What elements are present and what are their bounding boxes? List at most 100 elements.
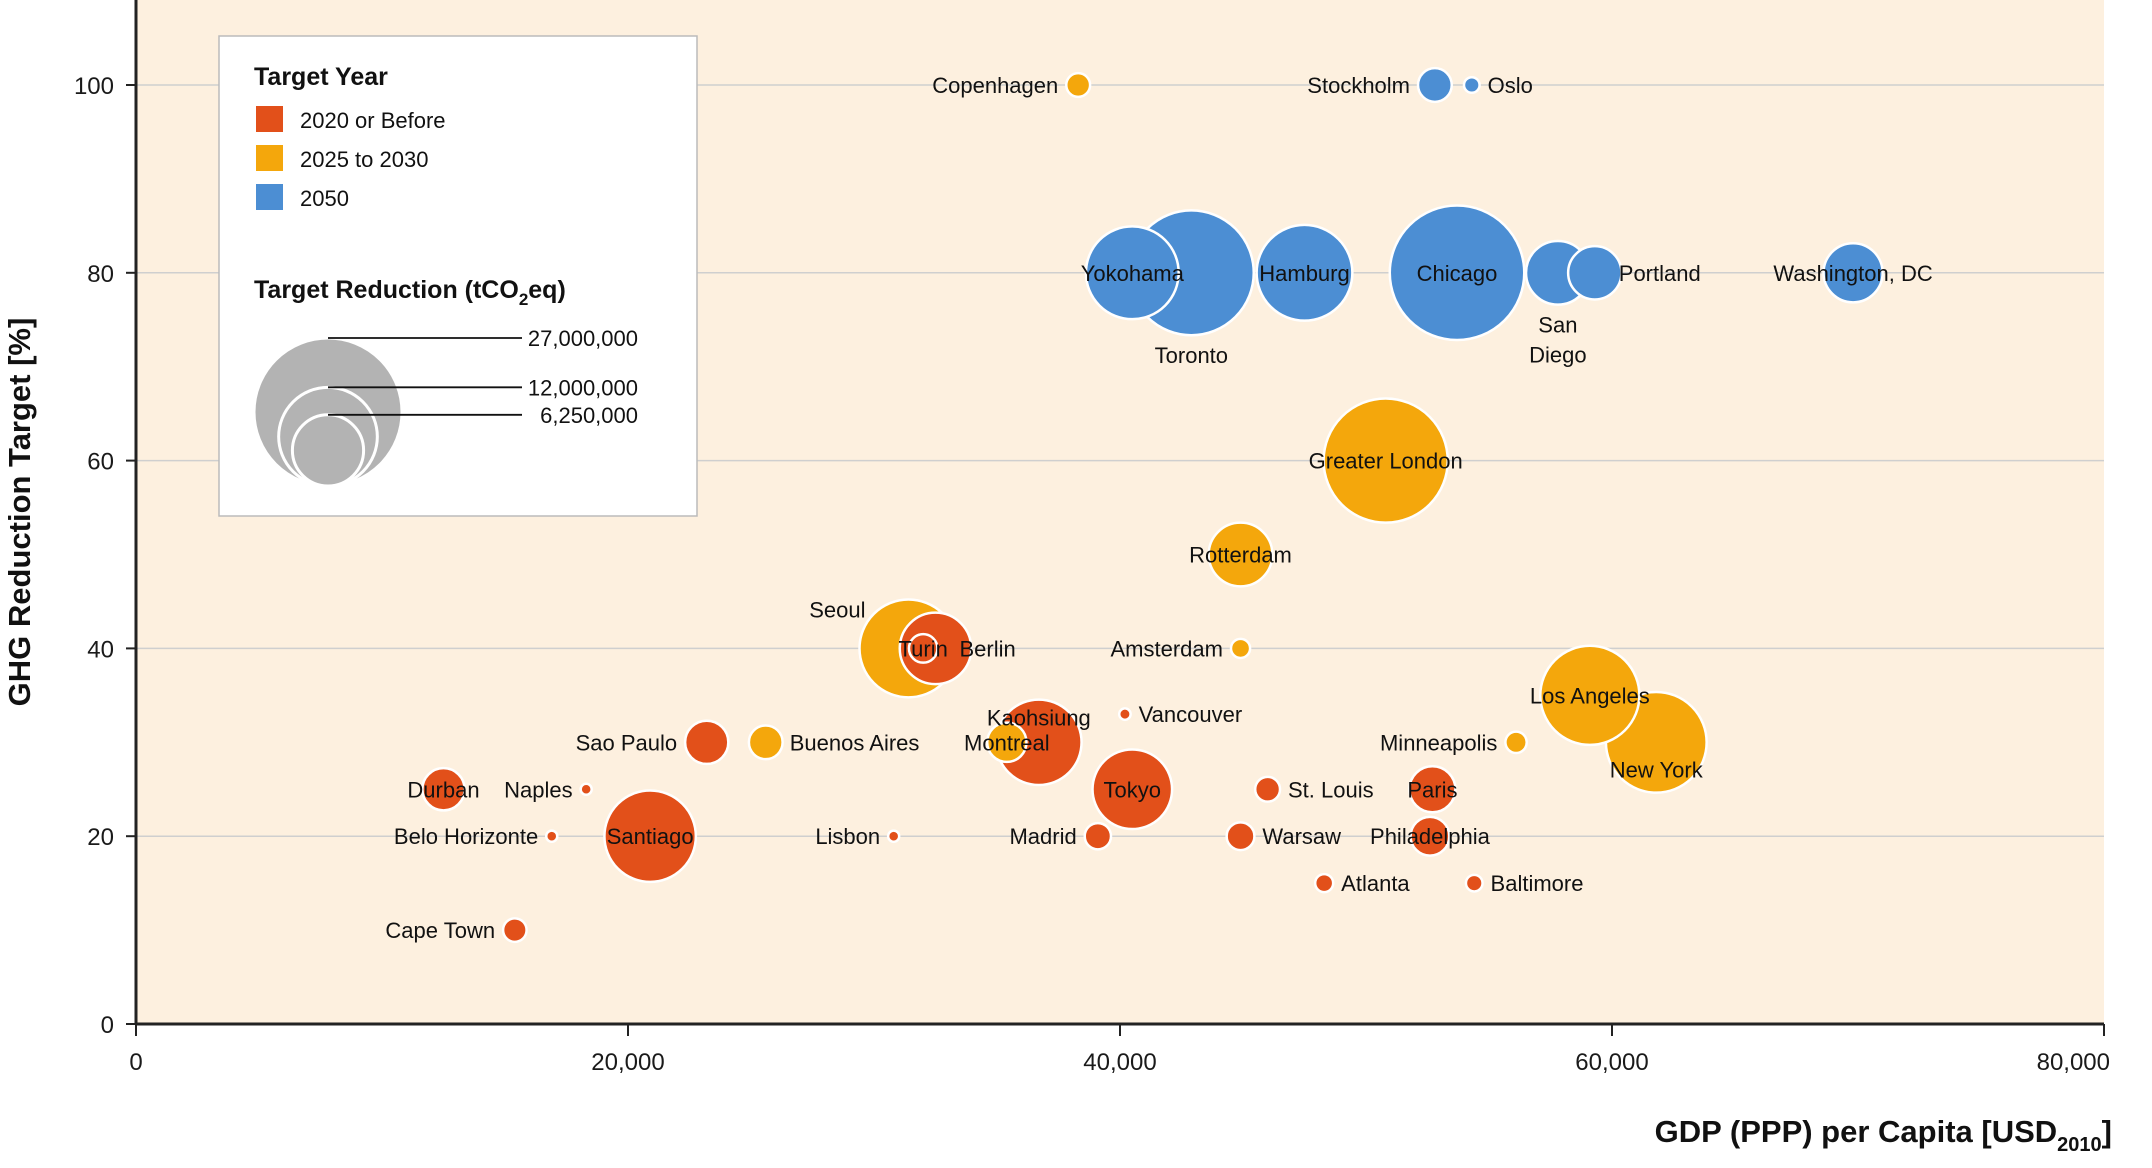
bubble-minneapolis [1504, 730, 1528, 755]
bubble-copenhagen [1065, 71, 1092, 99]
label-chicago: Chicago [1417, 261, 1498, 286]
label-vancouver: Vancouver [1139, 702, 1243, 727]
bubble-stockholm [1416, 66, 1453, 104]
label-copenhagen: Copenhagen [932, 73, 1058, 98]
bubble-buenos-aires [747, 724, 784, 761]
y-tick-label-40: 40 [87, 636, 114, 663]
legend-size-label-0: 27,000,000 [528, 326, 638, 351]
bubble-st-louis [1253, 775, 1282, 803]
label-warsaw: Warsaw [1262, 824, 1341, 849]
label-lisbon: Lisbon [815, 824, 880, 849]
bubble-greater-london [1322, 397, 1450, 524]
bubbles [421, 66, 1884, 944]
y-tick-label-20: 20 [87, 824, 114, 851]
x-tick-label-80000: 80,000 [2037, 1049, 2110, 1076]
legend-swatch-2020-or-before [256, 106, 283, 132]
bubble-naples [579, 782, 593, 797]
label-yokohama: Yokohama [1081, 261, 1185, 286]
bubble-sao-paulo [683, 719, 730, 766]
bubble-labels: Durban Naples Belo Horizonte Cape Town Santi… [385, 73, 1932, 943]
bubble-montreal [985, 721, 1028, 764]
label-buenos-aires: Buenos Aires [790, 730, 920, 755]
y-tick-label-60: 60 [87, 449, 114, 476]
legend-title: Target Year [254, 63, 388, 91]
label-madrid: Madrid [1009, 824, 1076, 849]
label-naples: Naples [504, 777, 572, 802]
label-paris: Paris [1407, 777, 1457, 802]
x-tick-label-20000: 20,000 [591, 1049, 664, 1076]
label-baltimore: Baltimore [1491, 871, 1584, 896]
legend-size-bubble-2 [290, 413, 366, 488]
bubble-tokyo [1091, 748, 1174, 831]
x-tick-label-0: 0 [129, 1049, 142, 1076]
legend-size-label-2: 6,250,000 [540, 403, 638, 428]
bubble-warsaw [1225, 821, 1256, 852]
bubble-oslo [1462, 75, 1481, 95]
legend-size-bubbles: 27,000,000 12,000,000 6,250,000 [252, 326, 638, 488]
bubble-los-angeles [1539, 644, 1641, 747]
x-axis-title: GDP (PPP) per Capita [USD2010] [1655, 1114, 2112, 1156]
bubble-paris [1408, 765, 1457, 814]
bubble-santiago [603, 789, 698, 884]
legend-swatch-2050 [256, 184, 283, 210]
legend-label-2025-to-2030: 2025 to 2030 [300, 147, 428, 172]
y-tick-label-0: 0 [101, 1012, 114, 1039]
label-greater-london: Greater London [1309, 449, 1463, 474]
label-los-angeles: Los Angeles [1530, 683, 1650, 708]
label-toronto: Toronto [1155, 343, 1228, 368]
label-tokyo: Tokyo [1104, 777, 1161, 802]
label-turin: Turin [899, 636, 948, 661]
bubble-portland [1566, 244, 1623, 301]
bubble-cape-town [501, 917, 528, 944]
label-washington-dc: Washington, DC [1773, 261, 1932, 286]
label-sao-paulo: Sao Paulo [576, 730, 678, 755]
bubble-durban [421, 766, 466, 812]
label-oslo: Oslo [1488, 73, 1533, 98]
bubble-madrid [1083, 821, 1113, 851]
label-belo-horizonte: Belo Horizonte [394, 824, 538, 849]
bubble-baltimore [1464, 873, 1484, 893]
y-ticks: 0 20 40 60 80 100 [74, 73, 136, 1039]
x-tick-label-60000: 60,000 [1575, 1049, 1648, 1076]
label-stockholm: Stockholm [1307, 73, 1410, 98]
bubble-atlanta [1313, 872, 1335, 894]
label-minneapolis: Minneapolis [1380, 730, 1497, 755]
label-st-louis: St. Louis [1288, 777, 1374, 802]
label-kaohsiung: Kaohsiung [987, 706, 1091, 731]
bubble-washington-dc [1822, 242, 1884, 304]
label-berlin: Berlin [960, 636, 1016, 661]
legend-size-label-1: 12,000,000 [528, 375, 638, 400]
x-ticks: 0 20,000 40,000 60,000 80,000 [129, 1024, 2110, 1076]
legend-label-2020-or-before: 2020 or Before [300, 108, 446, 133]
y-tick-label-100: 100 [74, 73, 114, 100]
bubble-lisbon [886, 829, 901, 843]
label-rotterdam: Rotterdam [1189, 543, 1292, 568]
label-seoul: Seoul [809, 597, 865, 622]
bubble-turin [907, 632, 939, 664]
label-philadelphia: Philadelphia [1370, 824, 1491, 849]
label-amsterdam: Amsterdam [1111, 636, 1223, 661]
legend-swatch-2025-to-2030 [256, 145, 283, 171]
label-hamburg: Hamburg [1259, 261, 1349, 286]
bubble-rotterdam [1207, 521, 1274, 588]
label-new-york: New York [1610, 757, 1704, 782]
bubble-vancouver [1117, 707, 1132, 722]
bubble-yokohama [1084, 225, 1180, 321]
bubble-philadelphia [1409, 815, 1451, 857]
y-tick-label-80: 80 [87, 261, 114, 288]
x-tick-label-40000: 40,000 [1083, 1049, 1156, 1076]
y-axis-title: GHG Reduction Target [%] [2, 318, 37, 707]
label-portland: Portland [1619, 261, 1701, 286]
label-durban: Durban [407, 777, 479, 802]
label-montreal: Montreal [964, 730, 1050, 755]
legend-entries: 2020 or Before 2025 to 2030 2050 [256, 106, 446, 211]
label-santiago: Santiago [607, 824, 694, 849]
legend-label-2050: 2050 [300, 186, 349, 211]
label-atlanta: Atlanta [1341, 871, 1410, 896]
label-cape-town: Cape Town [385, 918, 495, 943]
label-san-diego: San Diego [1529, 313, 1586, 368]
bubble-amsterdam [1229, 637, 1252, 660]
bubble-hamburg [1255, 223, 1354, 322]
